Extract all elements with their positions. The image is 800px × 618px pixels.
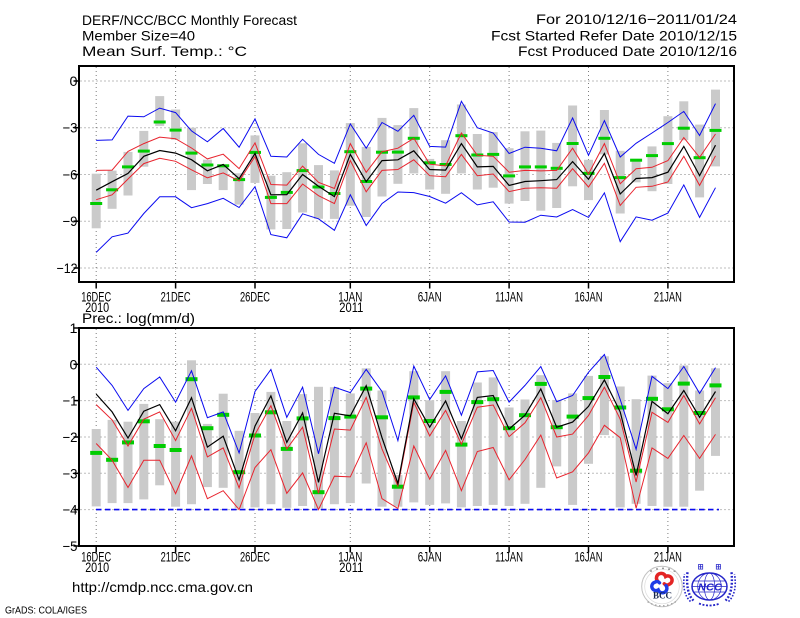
svg-text:Prec.: log(mm/d): Prec.: log(mm/d) xyxy=(82,310,195,326)
svg-text:6JAN: 6JAN xyxy=(418,290,442,305)
svg-text:BCC: BCC xyxy=(653,591,672,601)
svg-text:Member Size=40: Member Size=40 xyxy=(82,28,195,44)
svg-text:GrADS: COLA/IGES: GrADS: COLA/IGES xyxy=(5,606,87,617)
svg-text:−2: −2 xyxy=(63,429,78,445)
svg-text:Fcst Started Refer Date 2010/1: Fcst Started Refer Date 2010/12/15 xyxy=(491,28,737,44)
svg-text:26DEC: 26DEC xyxy=(240,550,270,565)
svg-text:1JAN: 1JAN xyxy=(338,550,362,565)
svg-text:21DEC: 21DEC xyxy=(161,550,191,565)
svg-text:11JAN: 11JAN xyxy=(495,550,523,565)
svg-text:−3: −3 xyxy=(63,120,78,136)
svg-text:Mean Surf. Temp.: °C: Mean Surf. Temp.: °C xyxy=(82,43,247,59)
svg-text:21JAN: 21JAN xyxy=(654,550,682,565)
svg-text:26DEC: 26DEC xyxy=(240,290,270,305)
svg-text:2010: 2010 xyxy=(85,560,109,575)
svg-text:2011: 2011 xyxy=(339,300,363,315)
svg-text:−9: −9 xyxy=(63,213,78,229)
svg-text:−5: −5 xyxy=(63,538,78,554)
svg-text:−12: −12 xyxy=(57,260,78,276)
svg-text:DERF/NCC/BCC Monthly Forecast: DERF/NCC/BCC Monthly Forecast xyxy=(82,12,297,28)
svg-text:−6: −6 xyxy=(63,167,78,183)
svg-text:21JAN: 21JAN xyxy=(654,290,682,305)
svg-text:16JAN: 16JAN xyxy=(575,550,603,565)
svg-text:11JAN: 11JAN xyxy=(495,290,523,305)
svg-text:1: 1 xyxy=(70,320,78,336)
svg-text:Fcst Produced Date 2010/12/16: Fcst Produced Date 2010/12/16 xyxy=(518,43,737,59)
svg-text:6JAN: 6JAN xyxy=(418,550,442,565)
svg-text:16JAN: 16JAN xyxy=(575,290,603,305)
svg-text:1JAN: 1JAN xyxy=(338,290,362,305)
svg-text:21DEC: 21DEC xyxy=(161,290,191,305)
svg-text:−1: −1 xyxy=(63,393,78,409)
svg-text:−4: −4 xyxy=(63,502,78,518)
svg-text:2011: 2011 xyxy=(339,560,363,575)
svg-text:0: 0 xyxy=(70,73,78,89)
svg-text:NCC: NCC xyxy=(698,582,722,594)
svg-text:−3: −3 xyxy=(63,465,78,481)
svg-text:16DEC: 16DEC xyxy=(81,290,111,305)
svg-text:0: 0 xyxy=(70,356,78,372)
svg-text:http://cmdp.ncc.cma.gov.cn: http://cmdp.ncc.cma.gov.cn xyxy=(72,579,253,595)
svg-text:2010: 2010 xyxy=(85,300,109,315)
svg-text:For 2010/12/16−2011/01/24: For 2010/12/16−2011/01/24 xyxy=(536,11,737,27)
svg-text:16DEC: 16DEC xyxy=(81,550,111,565)
